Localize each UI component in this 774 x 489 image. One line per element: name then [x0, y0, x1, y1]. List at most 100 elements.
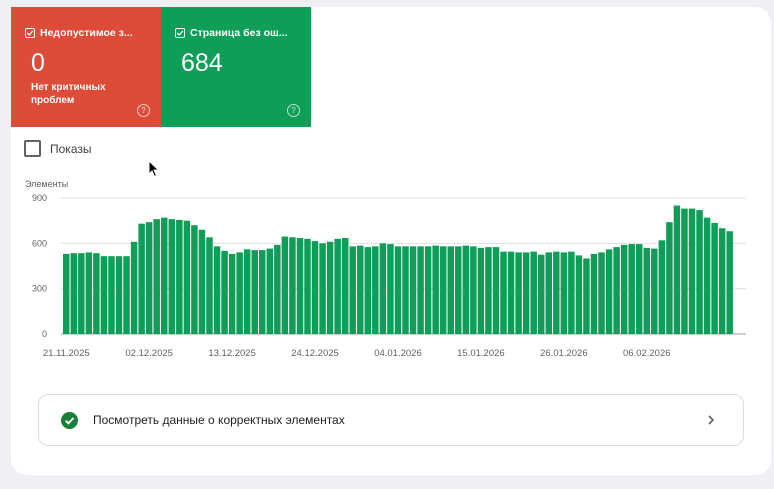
chart-bar[interactable]	[206, 237, 213, 334]
chart-bar[interactable]	[296, 238, 304, 334]
chart-bar[interactable]	[319, 243, 326, 334]
chart-bar[interactable]	[394, 246, 402, 334]
chart-bar[interactable]	[537, 254, 545, 334]
chart-bar[interactable]	[311, 241, 319, 334]
chart-bar[interactable]	[620, 244, 628, 334]
chart-bar[interactable]	[191, 225, 198, 334]
chart-bar[interactable]	[688, 208, 696, 334]
chart-bar[interactable]	[357, 245, 364, 334]
chart-bar[interactable]	[198, 229, 206, 334]
chart-bar[interactable]	[439, 246, 447, 334]
chart-bar[interactable]	[462, 245, 470, 334]
chart-bar[interactable]	[85, 252, 93, 334]
chart-bar[interactable]	[183, 220, 191, 334]
invalid-items-tile[interactable]: Недопустимое з... 0 Нет критичных пробле…	[11, 7, 161, 127]
chart-bar[interactable]	[168, 219, 176, 334]
chart-bar[interactable]	[635, 244, 643, 334]
chart-bar[interactable]	[304, 238, 311, 334]
chart-bar[interactable]	[93, 253, 100, 334]
impressions-checkbox[interactable]: Показы	[24, 140, 91, 157]
chart-bar[interactable]	[266, 248, 274, 334]
chart-bar[interactable]	[221, 250, 228, 334]
checkbox-unchecked-icon[interactable]	[24, 140, 41, 157]
chart-bar[interactable]	[349, 246, 356, 334]
valid-items-header: Страница без ош...	[175, 27, 288, 39]
chart-bar[interactable]	[590, 253, 598, 334]
chart-bar[interactable]	[455, 246, 462, 334]
chart-bar[interactable]	[123, 256, 130, 334]
chart-bar[interactable]	[447, 246, 454, 334]
chart-bar[interactable]	[259, 250, 266, 334]
chart-bar[interactable]	[613, 247, 620, 334]
chart-bar[interactable]	[553, 251, 560, 334]
chart-bar[interactable]	[236, 252, 243, 334]
chart-bar[interactable]	[417, 246, 424, 334]
chart-bar[interactable]	[477, 247, 485, 334]
invalid-items-count: 0	[31, 49, 45, 77]
help-icon[interactable]: ?	[287, 104, 300, 117]
chart-bar[interactable]	[130, 241, 138, 334]
chart-bar[interactable]	[115, 256, 123, 334]
view-valid-items-link[interactable]: Посмотреть данные о корректных элементах	[38, 394, 744, 446]
chart-bar[interactable]	[711, 222, 718, 334]
chart-bar[interactable]	[379, 243, 387, 334]
chart-bar[interactable]	[372, 246, 379, 334]
chart-bar[interactable]	[409, 246, 417, 334]
chart-bar[interactable]	[228, 253, 236, 334]
chart-bar[interactable]	[568, 251, 575, 334]
chart-bar[interactable]	[658, 240, 666, 334]
chart-bar[interactable]	[432, 245, 439, 334]
chart-bar[interactable]	[666, 222, 673, 334]
chart-bar[interactable]	[605, 249, 613, 334]
chart-bar[interactable]	[387, 244, 394, 334]
chart-bar[interactable]	[485, 247, 492, 334]
chart-bar[interactable]	[575, 255, 583, 334]
chart-bar[interactable]	[681, 208, 688, 334]
chart-bar[interactable]	[70, 253, 78, 334]
chart-bar[interactable]	[213, 246, 221, 334]
chart-bar[interactable]	[108, 256, 115, 334]
chart-bar[interactable]	[402, 246, 409, 334]
chart-bar[interactable]	[274, 244, 281, 334]
chart-bar[interactable]	[522, 252, 530, 334]
valid-items-tile[interactable]: Страница без ош... 684 ?	[161, 7, 311, 127]
chart-bar[interactable]	[507, 251, 515, 334]
chart-bar[interactable]	[326, 241, 334, 334]
chart-bar[interactable]	[334, 238, 341, 334]
chart-bar[interactable]	[598, 252, 605, 334]
chart-bar[interactable]	[673, 205, 681, 334]
chart-bar[interactable]	[364, 247, 372, 334]
chart-bar[interactable]	[78, 253, 85, 334]
checkbox-checked-icon[interactable]	[25, 28, 35, 38]
chart-bar[interactable]	[161, 217, 168, 334]
chart-bar[interactable]	[424, 246, 432, 334]
chart-bar[interactable]	[703, 217, 711, 334]
chart-bar[interactable]	[628, 244, 635, 334]
chart-bar[interactable]	[341, 238, 349, 334]
chart-bar[interactable]	[243, 249, 251, 334]
chart-bar[interactable]	[643, 247, 651, 334]
chart-bar[interactable]	[492, 247, 500, 334]
chart-bar[interactable]	[545, 252, 552, 334]
chart-bar[interactable]	[138, 223, 145, 334]
chart-bar[interactable]	[726, 231, 733, 334]
chart-bar[interactable]	[696, 210, 703, 334]
chart-bar[interactable]	[500, 251, 507, 334]
chart-bar[interactable]	[153, 219, 160, 334]
chart-bar[interactable]	[251, 250, 258, 334]
checkbox-checked-icon[interactable]	[175, 28, 185, 38]
chart-bar[interactable]	[651, 248, 658, 334]
chart-bar[interactable]	[63, 253, 70, 334]
chart-bar[interactable]	[515, 252, 522, 334]
chart-bar[interactable]	[718, 228, 726, 334]
chart-bar[interactable]	[145, 222, 153, 334]
chart-bar[interactable]	[281, 236, 289, 334]
chart-bar[interactable]	[289, 237, 296, 334]
chart-bar[interactable]	[100, 256, 108, 334]
chart-bar[interactable]	[470, 246, 477, 334]
chart-bar[interactable]	[530, 251, 537, 334]
chart-bar[interactable]	[583, 258, 590, 334]
chart-bar[interactable]	[176, 219, 183, 334]
help-icon[interactable]: ?	[137, 104, 150, 117]
chart-bar[interactable]	[560, 252, 568, 334]
